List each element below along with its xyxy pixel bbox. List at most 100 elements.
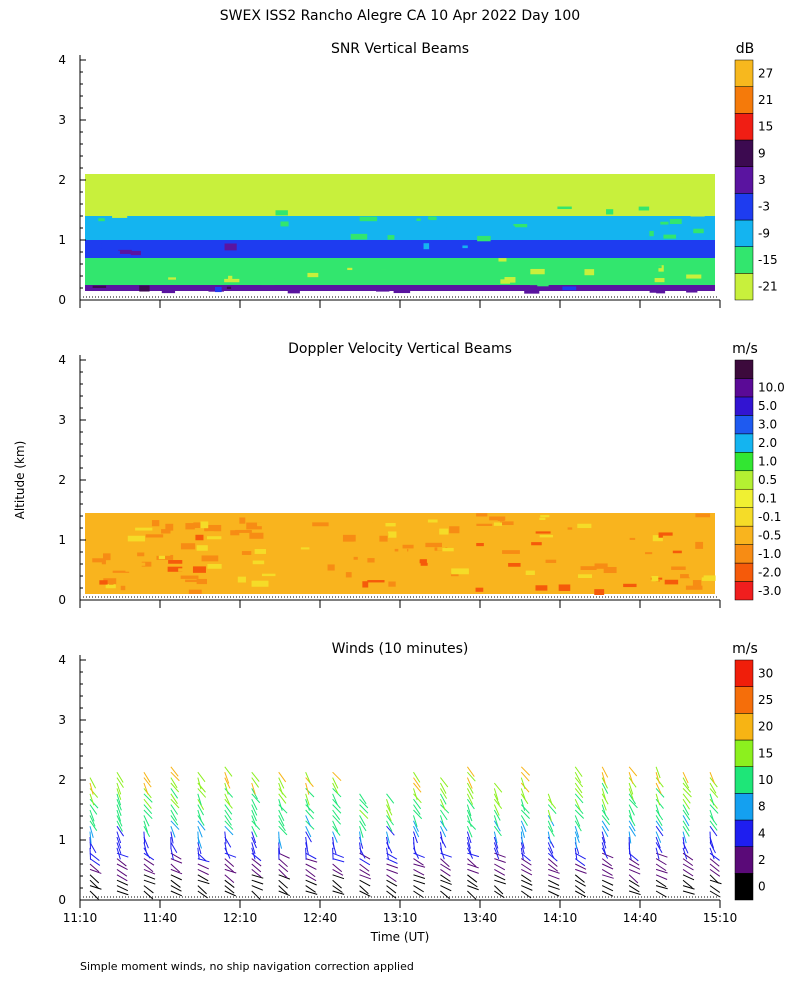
wind-barb — [655, 868, 668, 874]
wind-barb — [224, 820, 234, 830]
colorbar-label: 10.0 — [758, 381, 785, 395]
y-tick-label: 2 — [58, 173, 66, 187]
heatmap-cell — [679, 177, 694, 184]
wind-barb — [493, 798, 503, 809]
wind-barb — [143, 777, 152, 788]
wind-barb — [709, 868, 721, 877]
wind-barb — [493, 847, 500, 860]
wind-barb — [89, 815, 96, 827]
wind-barb — [224, 863, 235, 873]
wind-barb — [170, 798, 180, 809]
wind-barb — [332, 868, 344, 876]
wind-barb — [413, 868, 425, 876]
colorbar-swatch — [734, 562, 754, 582]
wind-barb — [170, 831, 174, 844]
wind-barb — [332, 815, 342, 825]
wind-barb — [547, 842, 554, 854]
wind-barb — [278, 879, 288, 889]
heatmap-cell — [649, 286, 658, 293]
colorbar-swatch — [734, 166, 754, 194]
wind-barb — [332, 885, 343, 893]
wind-barb — [251, 890, 261, 900]
wind-barb — [116, 804, 122, 817]
heatmap-cell — [535, 531, 551, 534]
heatmap-cell — [455, 174, 466, 179]
x-tick-label: 11:40 — [143, 911, 178, 925]
y-tick-label: 2 — [58, 773, 66, 787]
colorbar-swatch — [734, 470, 754, 490]
heatmap-cell — [426, 556, 444, 563]
heatmap-cell — [606, 209, 614, 215]
wind-barb — [493, 842, 499, 854]
wind-barb — [682, 858, 694, 867]
heatmap-cell — [603, 566, 617, 574]
heatmap-cell — [118, 249, 132, 254]
wind-barb — [143, 831, 146, 844]
colorbar-label: 9 — [758, 146, 766, 160]
colorbar-swatch — [734, 507, 754, 527]
wind-barb — [601, 815, 611, 826]
colorbar-swatch — [734, 713, 754, 741]
heatmap-cell — [251, 580, 269, 587]
heatmap-cell — [451, 568, 469, 575]
heatmap-cell — [275, 216, 284, 221]
wind-barb — [655, 885, 668, 890]
wind-barb — [224, 858, 235, 867]
wind-barb — [601, 788, 607, 801]
heatmap-cell — [439, 528, 449, 535]
heatmap-cell — [130, 250, 141, 256]
heatmap-cell — [569, 182, 578, 187]
heatmap-cell — [691, 267, 700, 273]
heatmap-cell — [376, 285, 390, 292]
wind-barb — [251, 885, 264, 891]
wind-barb — [709, 858, 720, 867]
heatmap-cell — [381, 207, 388, 215]
wind-barb — [628, 874, 639, 884]
heatmap-cell — [419, 519, 425, 523]
wind-barb — [520, 782, 530, 793]
wind-barb — [520, 771, 530, 782]
wind-barb — [170, 863, 181, 873]
wind-barb — [655, 772, 660, 784]
wind-barb — [709, 788, 719, 798]
heatmap-cell — [379, 535, 388, 542]
wind-barb — [574, 890, 587, 898]
wind-barb — [197, 777, 202, 790]
heatmap-cell — [583, 246, 595, 253]
wind-barb — [682, 777, 690, 789]
wind-barb — [466, 777, 473, 789]
wind-barb — [251, 825, 258, 838]
wind-barb — [278, 890, 290, 897]
wind-barb — [386, 863, 398, 869]
heatmap-cell — [353, 541, 363, 548]
wind-barb — [412, 836, 415, 850]
wind-barb — [574, 847, 578, 860]
heatmap-cell — [658, 532, 673, 538]
colorbar-swatch — [734, 544, 754, 564]
heatmap-cell — [207, 563, 222, 569]
wind-barb — [628, 879, 640, 887]
wind-barb — [332, 809, 341, 820]
doppler-panel: Doppler Velocity Vertical Beams 0 1 2 3 4 m/… — [58, 341, 785, 608]
wind-barb — [547, 858, 558, 867]
heatmap-cell — [154, 186, 169, 191]
heatmap-cell — [685, 585, 703, 590]
wind-barb — [386, 809, 392, 822]
wind-barb — [116, 842, 122, 854]
heatmap-cell — [350, 233, 368, 240]
wind-barb — [413, 820, 419, 832]
heatmap-cell — [178, 568, 193, 572]
wind-barb — [439, 825, 447, 838]
wind-barb — [224, 793, 231, 805]
wind-barb — [466, 836, 471, 849]
wind-barb — [466, 809, 473, 822]
wind-barb — [709, 831, 712, 844]
heatmap-cell — [288, 552, 305, 559]
wind-barb — [359, 863, 370, 872]
heatmap-cell — [419, 559, 428, 566]
heatmap-cell — [675, 184, 688, 188]
wind-barb — [602, 874, 614, 879]
wind-barb — [305, 874, 317, 882]
wind-barb — [197, 809, 202, 822]
wind-barb — [601, 782, 609, 794]
